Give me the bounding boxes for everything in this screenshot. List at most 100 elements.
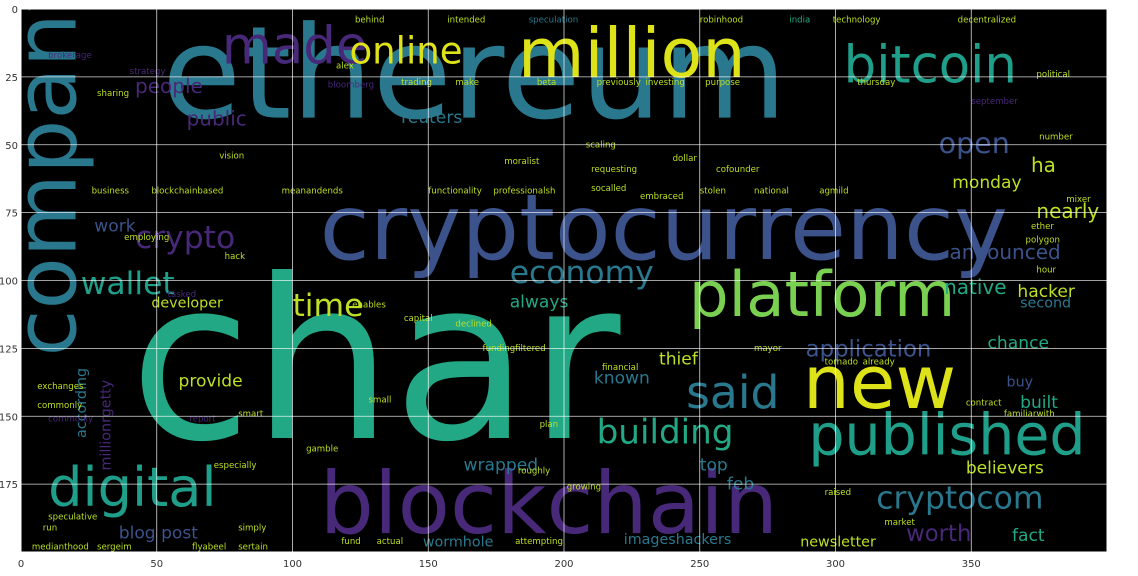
- y-tick-label: 25: [5, 73, 18, 84]
- x-tick-label: 50: [150, 559, 163, 570]
- word-flyabeel: flyabeel: [192, 542, 226, 552]
- word-provide: provide: [178, 371, 242, 391]
- word-announced: announced: [950, 240, 1061, 264]
- word-embraced: embraced: [640, 192, 683, 202]
- word-top: top: [700, 456, 728, 476]
- word-sertain: sertain: [238, 542, 268, 552]
- word-made: made: [222, 16, 368, 76]
- word-developer: developer: [151, 296, 223, 312]
- word-functionality: functionality: [428, 187, 482, 197]
- word-hack: hack: [225, 252, 245, 262]
- word-professionalsh: professionalsh: [493, 187, 555, 197]
- word-buy: buy: [1007, 374, 1034, 390]
- word-cryptocurrency: cryptocurrency: [320, 174, 1008, 281]
- word-fund: fund: [341, 537, 360, 547]
- word-worth: worth: [906, 521, 971, 547]
- word-nearly: nearly: [1036, 199, 1099, 223]
- x-tick-label: 250: [690, 559, 709, 570]
- word-hour: hour: [1036, 265, 1056, 275]
- word-filtered: filtered: [515, 344, 546, 354]
- word-speculative: speculative: [48, 512, 97, 522]
- word-moralist: moralist: [504, 157, 540, 167]
- word-mixer: mixer: [1066, 195, 1091, 205]
- word-investing: investing: [645, 78, 684, 88]
- word-medianthood: medianthood: [32, 542, 89, 552]
- word-blockchainbased: blockchainbased: [151, 187, 223, 197]
- word-especially: especially: [214, 461, 257, 471]
- word-previously: previously: [597, 78, 641, 88]
- word-chance: chance: [988, 333, 1049, 353]
- word-work: work: [94, 217, 135, 237]
- axis-ticks: 0 50 100 150 200 250 300 350 0 25 50 75 100 125 150 175: [0, 5, 981, 570]
- x-tick-label: 300: [826, 559, 845, 570]
- word-raised: raised: [825, 488, 851, 498]
- word-brokerage: brokerage: [48, 51, 92, 61]
- y-tick-label: 100: [0, 277, 18, 288]
- word-financial: financial: [602, 363, 638, 373]
- word-ether: ether: [1031, 222, 1054, 232]
- word-tornado: tornado: [825, 358, 858, 368]
- word-newsletter: newsletter: [800, 535, 876, 551]
- word-feb: feb: [727, 475, 754, 495]
- word-million: million: [518, 15, 746, 94]
- word-political: political: [1036, 70, 1070, 80]
- word-robinhood: robinhood: [700, 16, 743, 26]
- word-stolen: stolen: [700, 187, 726, 197]
- word-thursday: thursday: [857, 78, 895, 88]
- word-funding: funding: [483, 344, 516, 354]
- word-gamble: gamble: [306, 445, 338, 455]
- word-believers: believers: [966, 458, 1044, 478]
- word-decentralized: decentralized: [958, 16, 1016, 26]
- word-capital: capital: [404, 314, 433, 324]
- word-familiarwith: familiarwith: [1004, 409, 1055, 419]
- word-native: native: [944, 275, 1006, 299]
- word-cofounder: cofounder: [716, 165, 760, 175]
- word-commonly: commonly: [37, 401, 82, 411]
- word-public: public: [187, 107, 247, 131]
- x-tick-label: 150: [419, 559, 438, 570]
- word-purpose: purpose: [705, 78, 740, 88]
- word-enables: enables: [352, 301, 386, 311]
- word-fact: fact: [1012, 526, 1045, 546]
- word-trading: trading: [401, 78, 432, 88]
- word-bitcoin: bitcoin: [844, 35, 1017, 95]
- plot-frame: [20, 8, 1108, 553]
- word-cryptocom: cryptocom: [876, 481, 1043, 517]
- word-india: india: [789, 16, 810, 26]
- word-imageshackers: imageshackers: [624, 532, 732, 548]
- x-tick-label: 200: [554, 559, 573, 570]
- word-agmild: agmild: [819, 187, 848, 197]
- y-tick-label: 0: [12, 5, 18, 16]
- word-economy: economy: [510, 255, 654, 291]
- word-beta: beta: [537, 78, 556, 88]
- word-published: published: [808, 402, 1085, 468]
- word-behind: behind: [355, 16, 384, 26]
- y-tick-label: 50: [5, 141, 18, 152]
- word-building: building: [597, 412, 734, 452]
- word-according: according: [74, 368, 90, 438]
- word-september: september: [971, 97, 1018, 107]
- word-dollar: dollar: [673, 154, 698, 164]
- word-simply: simply: [238, 523, 266, 533]
- word-scaling: scaling: [586, 140, 616, 150]
- word-actual: actual: [377, 537, 403, 547]
- word-open: open: [939, 127, 1010, 160]
- word-strategy: strategy: [130, 67, 166, 77]
- word-thief: thief: [659, 350, 699, 370]
- y-tick-label: 150: [0, 412, 18, 423]
- word-run: run: [43, 523, 57, 533]
- word-alex: alex: [336, 62, 354, 72]
- word-declined: declined: [455, 320, 491, 330]
- word-intended: intended: [447, 16, 485, 26]
- word-speculation: speculation: [529, 16, 579, 26]
- word-vision: vision: [219, 151, 244, 161]
- word-mayor: mayor: [754, 344, 782, 354]
- word-sergeim: sergeim: [97, 542, 132, 552]
- word-technology: technology: [833, 16, 881, 26]
- y-tick-label: 175: [0, 480, 18, 491]
- word-new: new: [803, 340, 956, 426]
- x-tick-label: 350: [962, 559, 981, 570]
